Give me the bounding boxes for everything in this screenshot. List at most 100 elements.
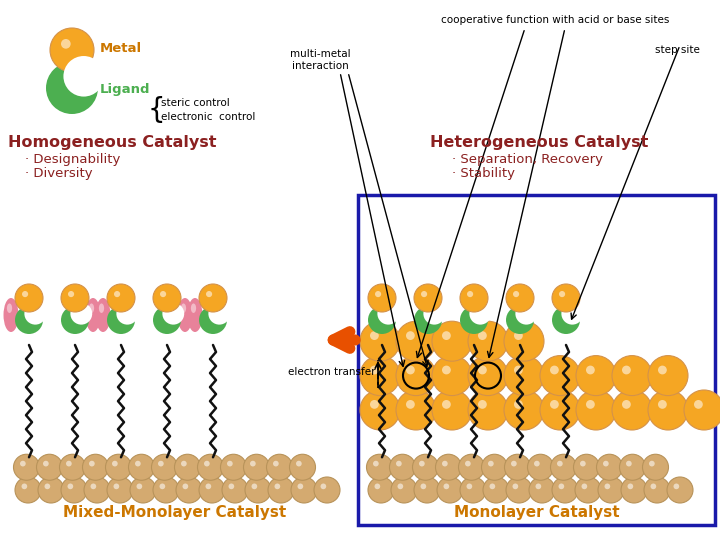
Circle shape <box>176 477 202 503</box>
Circle shape <box>612 390 652 430</box>
Circle shape <box>514 331 523 340</box>
Circle shape <box>575 477 601 503</box>
Circle shape <box>251 483 257 489</box>
Circle shape <box>208 303 230 325</box>
Circle shape <box>552 306 580 334</box>
Circle shape <box>15 477 41 503</box>
Circle shape <box>437 477 463 503</box>
Circle shape <box>622 400 631 409</box>
Text: multi-metal
interaction: multi-metal interaction <box>289 49 351 71</box>
Circle shape <box>83 454 109 480</box>
Circle shape <box>130 477 156 503</box>
Circle shape <box>586 366 595 374</box>
Circle shape <box>586 400 595 409</box>
Circle shape <box>504 321 544 361</box>
Circle shape <box>14 454 40 480</box>
Circle shape <box>360 390 400 430</box>
Circle shape <box>648 390 688 430</box>
Ellipse shape <box>96 298 110 332</box>
Circle shape <box>375 291 381 297</box>
Circle shape <box>559 483 564 489</box>
Ellipse shape <box>191 303 196 313</box>
Circle shape <box>488 461 494 467</box>
Circle shape <box>694 400 703 409</box>
Text: Monolayer Catalyst: Monolayer Catalyst <box>454 504 619 519</box>
Circle shape <box>442 400 451 409</box>
Circle shape <box>50 28 94 72</box>
Circle shape <box>360 356 400 396</box>
Circle shape <box>467 483 472 489</box>
Circle shape <box>135 461 140 467</box>
Circle shape <box>460 284 488 312</box>
Circle shape <box>68 483 73 489</box>
Circle shape <box>91 483 96 489</box>
Text: · Diversity: · Diversity <box>25 166 93 179</box>
Circle shape <box>15 306 43 334</box>
Circle shape <box>603 461 608 467</box>
Text: electronic  control: electronic control <box>161 112 256 122</box>
Circle shape <box>182 483 188 489</box>
Circle shape <box>506 306 534 334</box>
Circle shape <box>406 400 415 409</box>
Circle shape <box>137 483 143 489</box>
Circle shape <box>504 356 544 396</box>
Text: steric control: steric control <box>161 98 230 108</box>
Circle shape <box>442 461 448 467</box>
Circle shape <box>174 454 200 480</box>
Circle shape <box>419 461 425 467</box>
Circle shape <box>442 331 451 340</box>
Circle shape <box>468 321 508 361</box>
Circle shape <box>153 284 181 312</box>
Ellipse shape <box>178 298 192 332</box>
Circle shape <box>89 461 95 467</box>
Circle shape <box>370 400 379 409</box>
Circle shape <box>368 306 396 334</box>
Text: Mixed-Monolayer Catalyst: Mixed-Monolayer Catalyst <box>63 504 287 519</box>
Circle shape <box>61 284 89 312</box>
Circle shape <box>552 477 578 503</box>
Circle shape <box>506 477 532 503</box>
Circle shape <box>37 454 63 480</box>
Circle shape <box>314 477 340 503</box>
Text: step site: step site <box>655 45 700 55</box>
Circle shape <box>460 306 488 334</box>
Circle shape <box>61 306 89 334</box>
Circle shape <box>107 284 135 312</box>
Circle shape <box>513 483 518 489</box>
Circle shape <box>68 291 74 297</box>
Circle shape <box>199 477 225 503</box>
Circle shape <box>289 454 315 480</box>
Circle shape <box>296 461 302 467</box>
Circle shape <box>84 477 110 503</box>
Circle shape <box>432 321 472 361</box>
Circle shape <box>612 356 652 396</box>
Circle shape <box>413 454 438 480</box>
Circle shape <box>644 477 670 503</box>
Circle shape <box>15 284 43 312</box>
Circle shape <box>582 483 588 489</box>
Text: Metal: Metal <box>100 42 142 55</box>
Circle shape <box>540 356 580 396</box>
Ellipse shape <box>99 303 104 313</box>
Circle shape <box>482 454 508 480</box>
Circle shape <box>370 366 379 374</box>
Circle shape <box>414 306 442 334</box>
Circle shape <box>61 39 71 49</box>
Circle shape <box>576 356 616 396</box>
Circle shape <box>20 461 26 467</box>
Circle shape <box>266 454 292 480</box>
Text: Heterogeneous Catalyst: Heterogeneous Catalyst <box>430 134 649 150</box>
Circle shape <box>528 454 554 480</box>
Circle shape <box>478 366 487 374</box>
Circle shape <box>432 390 472 430</box>
Circle shape <box>274 483 280 489</box>
Circle shape <box>467 291 473 297</box>
Circle shape <box>320 483 326 489</box>
Circle shape <box>516 303 537 325</box>
Circle shape <box>490 483 495 489</box>
Circle shape <box>222 477 248 503</box>
Circle shape <box>199 306 227 334</box>
Circle shape <box>396 356 436 396</box>
Circle shape <box>46 62 98 114</box>
Circle shape <box>598 477 624 503</box>
